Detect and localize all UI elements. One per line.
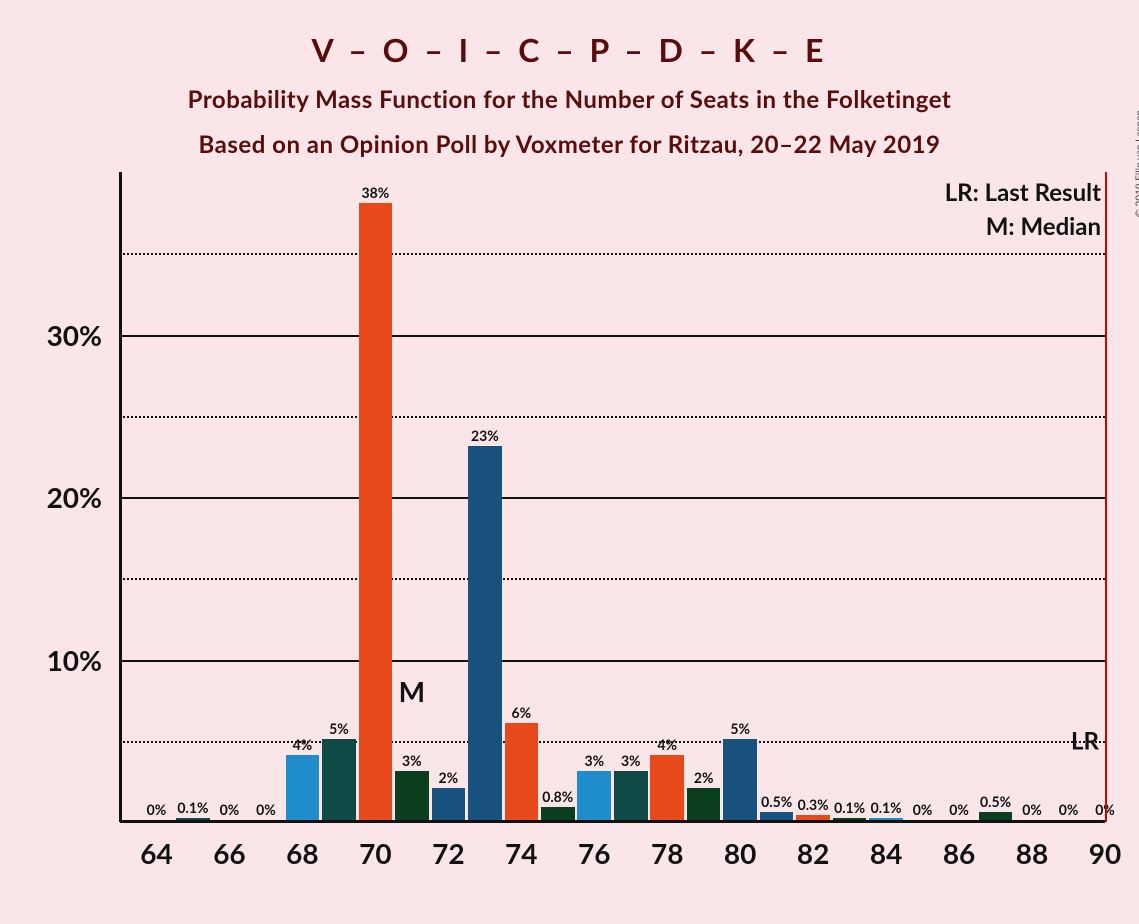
x-tick-label: 74 [505, 822, 537, 870]
chart-subtitle-1: Probability Mass Function for the Number… [0, 69, 1139, 114]
bar-value-label: 0.1% [177, 799, 208, 818]
bar-value-label: 2% [439, 769, 459, 788]
x-tick-label: 76 [578, 822, 610, 870]
legend-m: M: Median [986, 212, 1101, 241]
bar: 6% [505, 723, 539, 821]
x-tick-label: 64 [140, 822, 172, 870]
x-tick-label: 86 [943, 822, 975, 870]
chart-title: V – O – I – C – P – D – K – E [0, 0, 1139, 69]
bar: 2% [432, 788, 466, 821]
x-tick-label: 90 [1089, 822, 1121, 870]
y-tick-label: 10% [47, 643, 120, 677]
bar: 0.3% [796, 815, 830, 820]
y-tick-label: 30% [47, 318, 120, 352]
bar-value-label: 0% [220, 801, 240, 820]
bar: 5% [723, 739, 757, 820]
x-tick-label: 78 [651, 822, 683, 870]
bar-value-label: 2% [694, 769, 714, 788]
gridline-minor [120, 253, 1105, 255]
bar: 0.1% [869, 818, 903, 820]
x-tick-label: 70 [359, 822, 391, 870]
gridline-major [120, 660, 1105, 662]
bar: 3% [395, 771, 429, 820]
bar-value-label: 23% [471, 427, 499, 446]
bar: 0.1% [176, 818, 210, 820]
x-tick-label: 82 [797, 822, 829, 870]
gridline-major [120, 335, 1105, 337]
bar-value-label: 0% [1059, 801, 1079, 820]
legend-lr: LR: Last Result [945, 178, 1101, 207]
gridline-minor [120, 578, 1105, 580]
last-result-label: LR [1071, 726, 1099, 755]
x-tick-label: 72 [432, 822, 464, 870]
bar: 0.5% [760, 812, 794, 820]
bar-value-label: 0% [949, 801, 969, 820]
bar: 3% [614, 771, 648, 820]
gridline-major [120, 497, 1105, 499]
bar-value-label: 4% [293, 736, 313, 755]
bar-value-label: 6% [511, 704, 531, 723]
gridline-minor [120, 416, 1105, 418]
bar-value-label: 3% [402, 752, 422, 771]
bar-value-label: 0.8% [542, 788, 573, 807]
bar-value-label: 0% [1022, 801, 1042, 820]
bar-value-label: 5% [329, 720, 349, 739]
bar-value-label: 38% [362, 184, 390, 203]
bar-value-label: 0.3% [798, 796, 829, 815]
bar: 0.5% [979, 812, 1013, 820]
y-tick-label: 20% [47, 480, 120, 514]
bar-value-label: 0% [256, 801, 276, 820]
gridline-minor [120, 741, 1105, 743]
last-result-line [1105, 172, 1107, 822]
bar-value-label: 3% [584, 752, 604, 771]
chart-plot-area: 10%20%30%64666870727476788082848688900%0… [120, 172, 1105, 822]
bar-value-label: 0.5% [980, 793, 1011, 812]
x-tick-label: 84 [870, 822, 902, 870]
bar-value-label: 5% [730, 720, 750, 739]
x-tick-label: 66 [213, 822, 245, 870]
bar: 38% [359, 203, 393, 821]
bar-value-label: 0% [147, 801, 167, 820]
bar: 4% [650, 755, 684, 820]
bar-value-label: 0.1% [871, 799, 902, 818]
bar: 0.1% [833, 818, 867, 820]
x-tick-label: 68 [286, 822, 318, 870]
median-label: M [399, 674, 425, 708]
copyright-text: © 2019 Filip van Laenen [1133, 110, 1139, 217]
bar-value-label: 0% [913, 801, 933, 820]
bar-value-label: 0.5% [761, 793, 792, 812]
x-tick-label: 80 [724, 822, 756, 870]
bar-value-label: 3% [621, 752, 641, 771]
bar: 0.8% [541, 807, 575, 820]
bar: 3% [577, 771, 611, 820]
bar-value-label: 0.1% [834, 799, 865, 818]
chart-subtitle-2: Based on an Opinion Poll by Voxmeter for… [0, 114, 1139, 159]
bar: 4% [286, 755, 320, 820]
bar: 23% [468, 446, 502, 820]
bar: 2% [687, 788, 721, 821]
bar: 5% [322, 739, 356, 820]
bar-value-label: 4% [657, 736, 677, 755]
x-tick-label: 88 [1016, 822, 1048, 870]
